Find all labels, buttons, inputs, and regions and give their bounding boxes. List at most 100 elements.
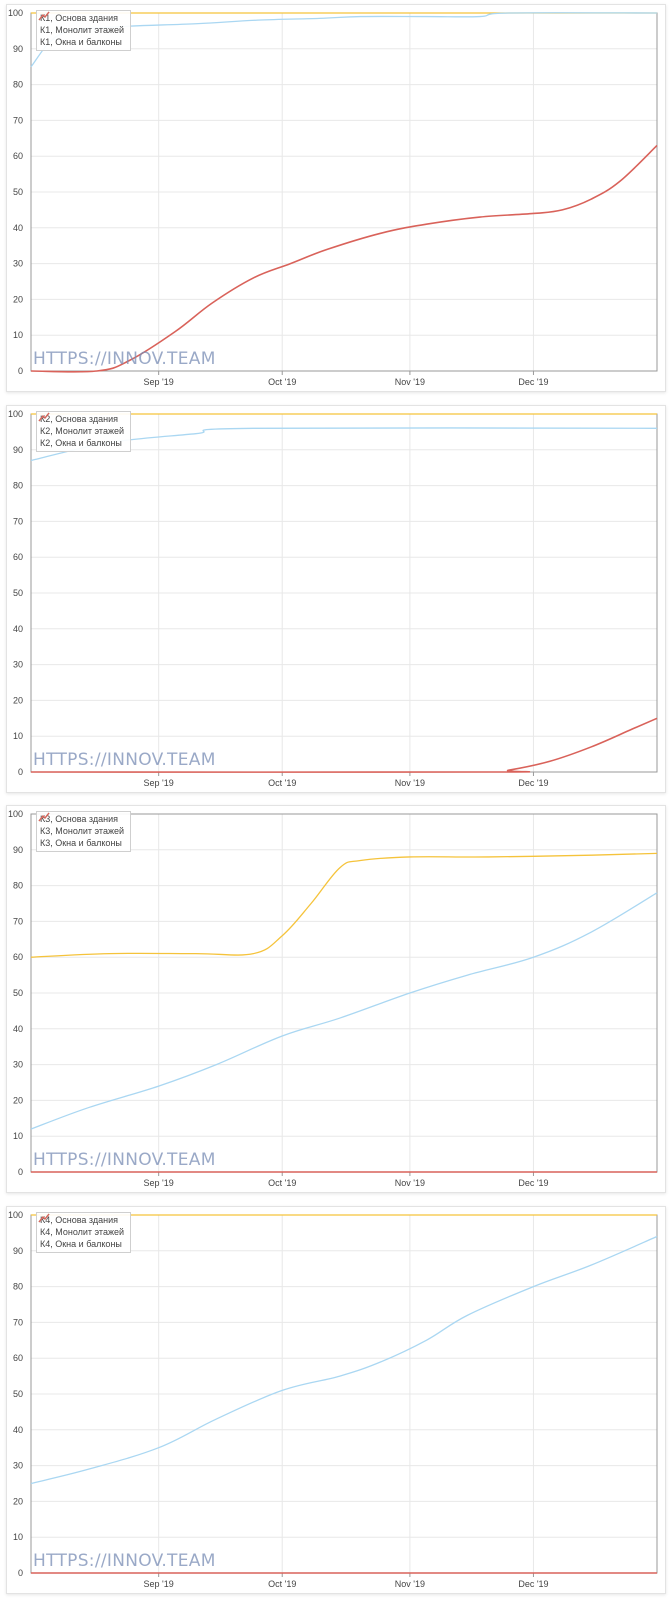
line-series-icon bbox=[38, 812, 50, 822]
y-tick-label: 60 bbox=[13, 552, 23, 562]
chart-panel-k3: 0 10 20 30 40 50 60 70 80 90 100 Sep '19 Oct '19 Nov … bbox=[6, 805, 666, 1193]
y-tick-label: 50 bbox=[13, 1389, 23, 1399]
legend-item[interactable]: К1, Монолит этажей bbox=[38, 11, 125, 36]
chart-panel-k4: 0 10 20 30 40 50 60 70 80 90 100 Sep '19 Oct '19 Nov … bbox=[6, 1206, 666, 1594]
legend-label: К3, Монолит этажей bbox=[40, 826, 125, 836]
y-tick-label: 80 bbox=[13, 1282, 23, 1292]
y-tick-label: 50 bbox=[13, 988, 23, 998]
legend-item[interactable]: К2, Основа здания bbox=[38, 412, 124, 425]
y-tick-label: 30 bbox=[13, 660, 23, 670]
y-tick-label: 80 bbox=[13, 881, 23, 891]
chart-panel-k1: 0 10 20 30 40 50 60 70 80 90 100 Sep '19 Oct '19 Nov … bbox=[6, 4, 666, 392]
y-tick-label: 100 bbox=[8, 1210, 23, 1220]
series-line-3 bbox=[30, 717, 658, 773]
legend-label: К2, Монолит этажей bbox=[40, 426, 125, 436]
x-tick-label: Nov '19 bbox=[395, 778, 425, 788]
y-tick-label: 90 bbox=[13, 44, 23, 54]
y-tick-label: 80 bbox=[13, 80, 23, 90]
y-tick-label: 10 bbox=[13, 731, 23, 741]
legend-label: К4, Окна и балконы bbox=[40, 1239, 122, 1249]
x-tick-label: Oct '19 bbox=[268, 1579, 296, 1589]
y-tick-label: 100 bbox=[8, 409, 23, 419]
series-line-3 bbox=[30, 144, 658, 373]
legend-label: К3, Окна и балконы bbox=[40, 838, 122, 848]
y-tick-label: 0 bbox=[18, 1568, 23, 1578]
y-tick-label: 0 bbox=[18, 366, 23, 376]
x-tick-label: Dec '19 bbox=[518, 1579, 548, 1589]
line-series-icon bbox=[38, 11, 50, 21]
x-tick-label: Oct '19 bbox=[268, 377, 296, 387]
y-tick-label: 10 bbox=[13, 1131, 23, 1141]
chart-svg: 0 10 20 30 40 50 60 70 80 90 100 Sep '19 Oct '19 Nov … bbox=[8, 809, 658, 1188]
legend-item[interactable]: К3, Окна и балконы bbox=[38, 812, 124, 849]
y-tick-label: 60 bbox=[13, 1353, 23, 1363]
series-line-2 bbox=[30, 1235, 658, 1485]
watermark-text: HTTPS://INNOV.TEAM bbox=[33, 349, 216, 369]
y-tick-label: 30 bbox=[13, 259, 23, 269]
y-tick-label: 20 bbox=[13, 294, 23, 304]
x-tick-label: Sep '19 bbox=[144, 1178, 174, 1188]
legend-item[interactable]: К2, Монолит этажей bbox=[38, 412, 125, 437]
y-tick-label: 90 bbox=[13, 845, 23, 855]
y-tick-label: 40 bbox=[13, 1024, 23, 1034]
legend-label: К3, Основа здания bbox=[40, 814, 118, 824]
x-tick-label: Sep '19 bbox=[144, 778, 174, 788]
chart-legend: К1, Основа здания К1, Монолит этажей К1, О… bbox=[36, 10, 132, 51]
y-tick-label: 0 bbox=[18, 1167, 23, 1177]
x-tick-label: Nov '19 bbox=[395, 377, 425, 387]
x-tick-label: Sep '19 bbox=[144, 1579, 174, 1589]
y-tick-label: 90 bbox=[13, 445, 23, 455]
legend-item[interactable]: К4, Основа здания bbox=[38, 1213, 124, 1226]
x-tick-label: Dec '19 bbox=[518, 778, 548, 788]
chart-legend: К3, Основа здания К3, Монолит этажей К3, О… bbox=[36, 811, 132, 852]
chart-svg: 0 10 20 30 40 50 60 70 80 90 100 Sep '19 Oct '19 Nov … bbox=[8, 8, 658, 387]
y-tick-label: 40 bbox=[13, 223, 23, 233]
legend-label: К4, Основа здания bbox=[40, 1215, 118, 1225]
legend-label: К1, Монолит этажей bbox=[40, 25, 125, 35]
y-tick-label: 50 bbox=[13, 588, 23, 598]
chart-legend: К2, Основа здания К2, Монолит этажей К2, О… bbox=[36, 411, 132, 452]
series-line-2 bbox=[30, 892, 658, 1130]
legend-item[interactable]: К1, Окна и балконы bbox=[38, 11, 124, 48]
legend-item[interactable]: К3, Монолит этажей bbox=[38, 812, 125, 837]
x-tick-label: Oct '19 bbox=[268, 778, 296, 788]
chart-panel-k2: 0 10 20 30 40 50 60 70 80 90 100 Sep '19 Oct '19 Nov … bbox=[6, 405, 666, 793]
legend-item[interactable]: К2, Окна и балконы bbox=[38, 412, 124, 449]
y-tick-label: 40 bbox=[13, 624, 23, 634]
y-tick-label: 10 bbox=[13, 330, 23, 340]
y-tick-label: 0 bbox=[18, 767, 23, 777]
x-tick-label: Nov '19 bbox=[395, 1178, 425, 1188]
legend-label: К1, Окна и балконы bbox=[40, 37, 122, 47]
legend-label: К4, Монолит этажей bbox=[40, 1227, 125, 1237]
y-tick-label: 30 bbox=[13, 1060, 23, 1070]
legend-item[interactable]: К3, Основа здания bbox=[38, 812, 124, 825]
legend-item[interactable]: К4, Монолит этажей bbox=[38, 1213, 125, 1238]
legend-label: К2, Окна и балконы bbox=[40, 438, 122, 448]
y-tick-label: 40 bbox=[13, 1425, 23, 1435]
legend-label: К1, Основа здания bbox=[40, 13, 118, 23]
line-series-icon bbox=[38, 412, 50, 422]
watermark-text: HTTPS://INNOV.TEAM bbox=[33, 750, 216, 770]
line-series-icon bbox=[38, 1213, 50, 1223]
x-tick-label: Oct '19 bbox=[268, 1178, 296, 1188]
y-tick-label: 90 bbox=[13, 1246, 23, 1256]
y-tick-label: 70 bbox=[13, 1317, 23, 1327]
y-tick-label: 20 bbox=[13, 695, 23, 705]
y-tick-label: 70 bbox=[13, 516, 23, 526]
y-tick-label: 30 bbox=[13, 1461, 23, 1471]
legend-item[interactable]: К4, Окна и балконы bbox=[38, 1213, 124, 1250]
legend-item[interactable]: К1, Основа здания bbox=[38, 11, 124, 24]
x-tick-label: Dec '19 bbox=[518, 377, 548, 387]
chart-svg: 0 10 20 30 40 50 60 70 80 90 100 Sep '19 Oct '19 Nov … bbox=[8, 409, 658, 788]
y-tick-label: 70 bbox=[13, 115, 23, 125]
y-tick-label: 60 bbox=[13, 151, 23, 161]
y-tick-label: 100 bbox=[8, 8, 23, 18]
y-tick-label: 80 bbox=[13, 481, 23, 491]
y-tick-label: 20 bbox=[13, 1496, 23, 1506]
x-tick-label: Sep '19 bbox=[144, 377, 174, 387]
chart-svg: 0 10 20 30 40 50 60 70 80 90 100 Sep '19 Oct '19 Nov … bbox=[8, 1210, 658, 1589]
y-tick-label: 60 bbox=[13, 952, 23, 962]
y-tick-label: 100 bbox=[8, 809, 23, 819]
watermark-text: HTTPS://INNOV.TEAM bbox=[33, 1150, 216, 1170]
y-tick-label: 20 bbox=[13, 1095, 23, 1105]
